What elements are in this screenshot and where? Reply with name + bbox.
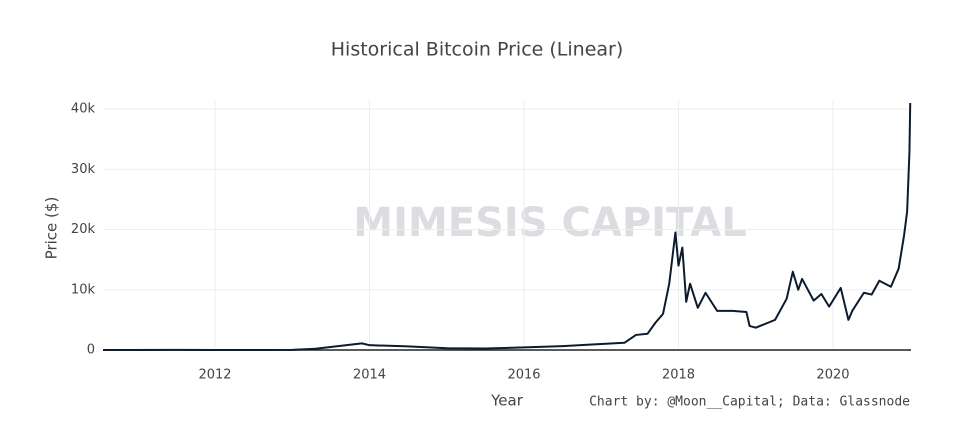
y-tick-label: 20k: [71, 222, 96, 237]
x-tick-label: 2012: [198, 368, 231, 383]
y-tick-label: 0: [87, 343, 95, 358]
x-tick-label: 2020: [816, 368, 849, 383]
chart-title: Historical Bitcoin Price (Linear): [331, 39, 624, 61]
y-tick-label: 40k: [71, 102, 96, 117]
x-tick-label: 2018: [662, 368, 695, 383]
price-line: [102, 102, 912, 351]
credit: Chart by: @Moon__Capital; Data: Glassnod…: [589, 395, 910, 410]
y-axis-label: Price ($): [43, 197, 61, 260]
x-tick-label: 2016: [507, 368, 540, 383]
y-tick-label: 10k: [71, 282, 96, 297]
x-axis-label: Year: [490, 392, 524, 410]
watermark: MIMESIS CAPITAL: [353, 200, 746, 246]
y-tick-label: 30k: [71, 162, 96, 177]
x-tick-label: 2014: [353, 368, 386, 383]
